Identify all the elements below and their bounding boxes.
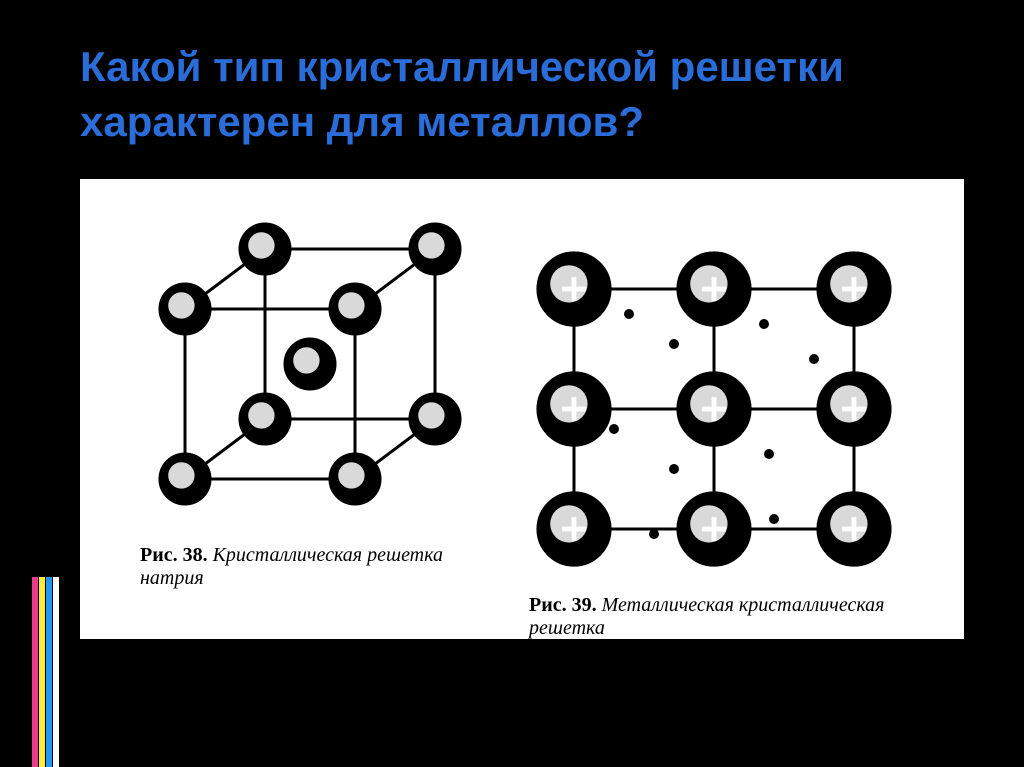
metal-lattice-svg <box>514 229 914 579</box>
stripe-4 <box>53 577 59 767</box>
sodium-lattice-svg <box>125 209 485 529</box>
caption-right: Рис. 39. Металлическая кристаллическая р… <box>514 594 934 640</box>
stripe-2 <box>39 577 45 767</box>
caption-left-prefix: Рис. 38. <box>140 544 213 566</box>
diagram-panel: Рис. 38. Кристаллическая решетка натрия … <box>80 179 964 639</box>
stripe-1 <box>32 577 38 767</box>
figure-sodium-lattice: Рис. 38. Кристаллическая решетка натрия <box>125 209 485 590</box>
caption-right-prefix: Рис. 39. <box>529 594 602 616</box>
stripe-3 <box>46 577 52 767</box>
figure-metal-lattice: Рис. 39. Металлическая кристаллическая р… <box>514 229 934 640</box>
decorative-stripes <box>32 577 58 767</box>
slide-title: Какой тип кристаллической решетки характ… <box>0 0 1024 169</box>
caption-left: Рис. 38. Кристаллическая решетка натрия <box>125 544 485 590</box>
